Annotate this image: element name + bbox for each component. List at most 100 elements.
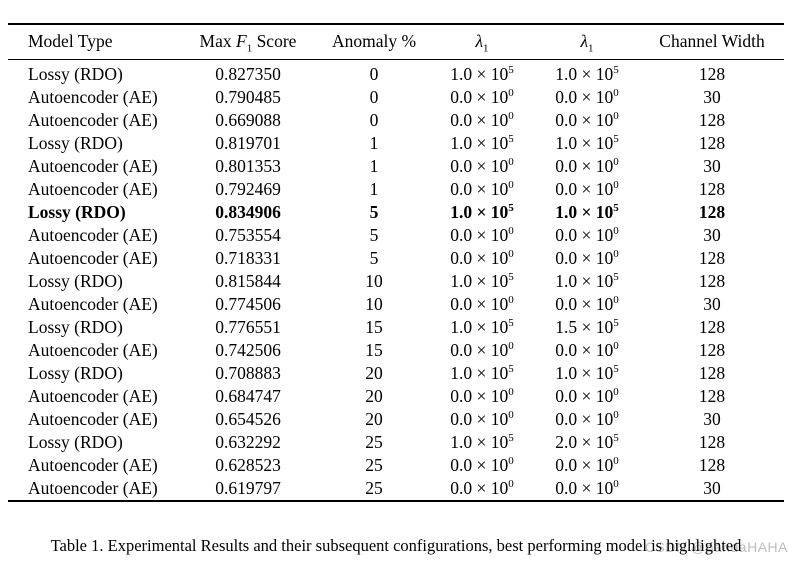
model-type-cell: Autoencoder (AE) — [28, 225, 158, 245]
max-f1-score-cell: 0.684747 — [215, 386, 281, 406]
channel-width-cell: 128 — [698, 202, 726, 222]
column-header-lambda-1-b: λ1 — [534, 24, 640, 60]
channel-width-cell: 30 — [703, 156, 721, 176]
model-type-cell: Autoencoder (AE) — [28, 409, 158, 429]
anomaly-pct-cell: 1 — [369, 156, 379, 176]
lambda-1-b-cell: 1.0 × 105 — [555, 363, 619, 383]
channel-width-cell: 30 — [703, 87, 721, 107]
anomaly-pct-cell: 25 — [365, 432, 383, 452]
channel-width-cell: 128 — [698, 179, 726, 199]
model-type-cell: Autoencoder (AE) — [28, 156, 158, 176]
lambda-1-b-cell: 1.0 × 105 — [555, 271, 619, 291]
model-type-cell: Lossy (RDO) — [28, 133, 123, 153]
table-row: Lossy (RDO) 0.708883 20 1.0 × 105 1.0 × 105 1… — [8, 362, 784, 385]
lambda-1-b-cell: 0.0 × 100 — [555, 87, 619, 107]
model-type-cell: Autoencoder (AE) — [28, 478, 158, 498]
column-header-model-type: Model Type — [8, 24, 178, 60]
anomaly-pct-cell: 0 — [369, 110, 379, 130]
model-type-cell: Lossy (RDO) — [28, 202, 126, 222]
lambda-1-a-cell: 1.0 × 105 — [450, 363, 514, 383]
table-caption: Table 1. Experimental Results and their … — [50, 536, 742, 555]
lambda-1-b-cell: 0.0 × 100 — [555, 110, 619, 130]
channel-width-cell: 30 — [703, 409, 721, 429]
anomaly-pct-cell: 10 — [365, 294, 383, 314]
channel-width-cell: 128 — [698, 432, 726, 452]
max-f1-score-cell: 0.619797 — [215, 478, 281, 498]
max-f1-score-cell: 0.792469 — [215, 179, 281, 199]
table-row: Lossy (RDO) 0.632292 25 1.0 × 105 2.0 × 105 1… — [8, 431, 784, 454]
table-row: Lossy (RDO) 0.819701 1 1.0 × 105 1.0 × 105 12… — [8, 132, 784, 155]
lambda-1-b-cell: 0.0 × 100 — [555, 248, 619, 268]
lambda-1-a-cell: 0.0 × 100 — [450, 156, 514, 176]
anomaly-pct-cell: 20 — [365, 363, 383, 383]
anomaly-pct-cell: 20 — [365, 386, 383, 406]
lambda-1-a-cell: 0.0 × 100 — [450, 248, 514, 268]
max-f1-score-cell: 0.628523 — [215, 455, 281, 475]
max-f1-score-cell: 0.669088 — [215, 110, 281, 130]
max-f1-score-cell: 0.776551 — [215, 317, 281, 337]
lambda-1-a-cell: 0.0 × 100 — [450, 87, 514, 107]
table-header-row: Model Type Max F1 Score Anomaly % λ1 λ1 Chann… — [8, 24, 784, 60]
table-row: Autoencoder (AE) 0.628523 25 0.0 × 100 0.0 ×… — [8, 454, 784, 477]
max-f1-score-cell: 0.815844 — [215, 271, 281, 291]
max-f1-score-cell: 0.708883 — [215, 363, 281, 383]
anomaly-pct-cell: 0 — [369, 87, 379, 107]
model-type-cell: Autoencoder (AE) — [28, 110, 158, 130]
channel-width-cell: 128 — [698, 64, 726, 84]
lambda-1-a-cell: 0.0 × 100 — [450, 409, 514, 429]
table-row: Lossy (RDO) 0.815844 10 1.0 × 105 1.0 × 105 1… — [8, 270, 784, 293]
lambda-1-a-cell: 1.0 × 105 — [450, 317, 514, 337]
lambda-1-a-cell: 0.0 × 100 — [450, 110, 514, 130]
anomaly-pct-cell: 25 — [365, 455, 383, 475]
lambda-1-b-cell: 0.0 × 100 — [555, 455, 619, 475]
max-f1-score-cell: 0.742506 — [215, 340, 281, 360]
lambda-1-a-cell: 0.0 × 100 — [450, 386, 514, 406]
anomaly-pct-cell: 1 — [369, 179, 379, 199]
lambda-1-b-cell: 0.0 × 100 — [555, 340, 619, 360]
lambda-1-a-cell: 0.0 × 100 — [450, 179, 514, 199]
table-row: Autoencoder (AE) 0.792469 1 0.0 × 100 0.0 × … — [8, 178, 784, 201]
lambda-1-b-cell: 0.0 × 100 — [555, 409, 619, 429]
channel-width-cell: 128 — [698, 248, 726, 268]
lambda-1-b-cell: 0.0 × 100 — [555, 294, 619, 314]
table-row: Autoencoder (AE) 0.718331 5 0.0 × 100 0.0 × … — [8, 247, 784, 270]
channel-width-cell: 128 — [698, 317, 726, 337]
model-type-cell: Lossy (RDO) — [28, 271, 123, 291]
model-type-cell: Autoencoder (AE) — [28, 294, 158, 314]
table-row: Lossy (RDO) 0.776551 15 1.0 × 105 1.5 × 105 1… — [8, 316, 784, 339]
column-header-channel-width: Channel Width — [640, 24, 784, 60]
channel-width-cell: 128 — [698, 386, 726, 406]
lambda-1-a-cell: 0.0 × 100 — [450, 225, 514, 245]
lambda-1-a-cell: 1.0 × 105 — [450, 64, 514, 84]
table-row: Autoencoder (AE) 0.774506 10 0.0 × 100 0.0 ×… — [8, 293, 784, 316]
column-header-lambda-1-a: λ1 — [430, 24, 534, 60]
lambda-1-b-cell: 1.0 × 105 — [555, 202, 619, 222]
max-f1-score-cell: 0.801353 — [215, 156, 281, 176]
table-row: Lossy (RDO) 0.827350 0 1.0 × 105 1.0 × 105 12… — [8, 60, 784, 87]
anomaly-pct-cell: 15 — [365, 317, 383, 337]
csdn-watermark: CSDN @pandaHAHA — [644, 539, 788, 555]
model-type-cell: Lossy (RDO) — [28, 64, 123, 84]
anomaly-pct-cell: 0 — [369, 64, 379, 84]
lambda-1-a-cell: 0.0 × 100 — [450, 340, 514, 360]
model-type-cell: Autoencoder (AE) — [28, 455, 158, 475]
lambda-1-b-cell: 0.0 × 100 — [555, 225, 619, 245]
anomaly-pct-cell: 25 — [365, 478, 383, 498]
lambda-1-a-cell: 0.0 × 100 — [450, 455, 514, 475]
table-row: Autoencoder (AE) 0.801353 1 0.0 × 100 0.0 × … — [8, 155, 784, 178]
table-row: Autoencoder (AE) 0.790485 0 0.0 × 100 0.0 × … — [8, 86, 784, 109]
model-type-cell: Autoencoder (AE) — [28, 87, 158, 107]
max-f1-score-cell: 0.654526 — [215, 409, 281, 429]
lambda-1-a-cell: 0.0 × 100 — [450, 294, 514, 314]
anomaly-pct-cell: 10 — [365, 271, 383, 291]
table-row-best-model: Lossy (RDO) 0.834906 5 1.0 × 105 1.0 × 105 12… — [8, 201, 784, 224]
lambda-1-b-cell: 0.0 × 100 — [555, 179, 619, 199]
anomaly-pct-cell: 1 — [369, 133, 379, 153]
column-header-max-f1-score: Max F1 Score — [178, 24, 318, 60]
lambda-1-a-cell: 1.0 × 105 — [450, 271, 514, 291]
anomaly-pct-cell: 5 — [369, 225, 379, 245]
anomaly-pct-cell: 15 — [365, 340, 383, 360]
model-type-cell: Lossy (RDO) — [28, 363, 123, 383]
lambda-1-b-cell: 1.5 × 105 — [555, 317, 619, 337]
